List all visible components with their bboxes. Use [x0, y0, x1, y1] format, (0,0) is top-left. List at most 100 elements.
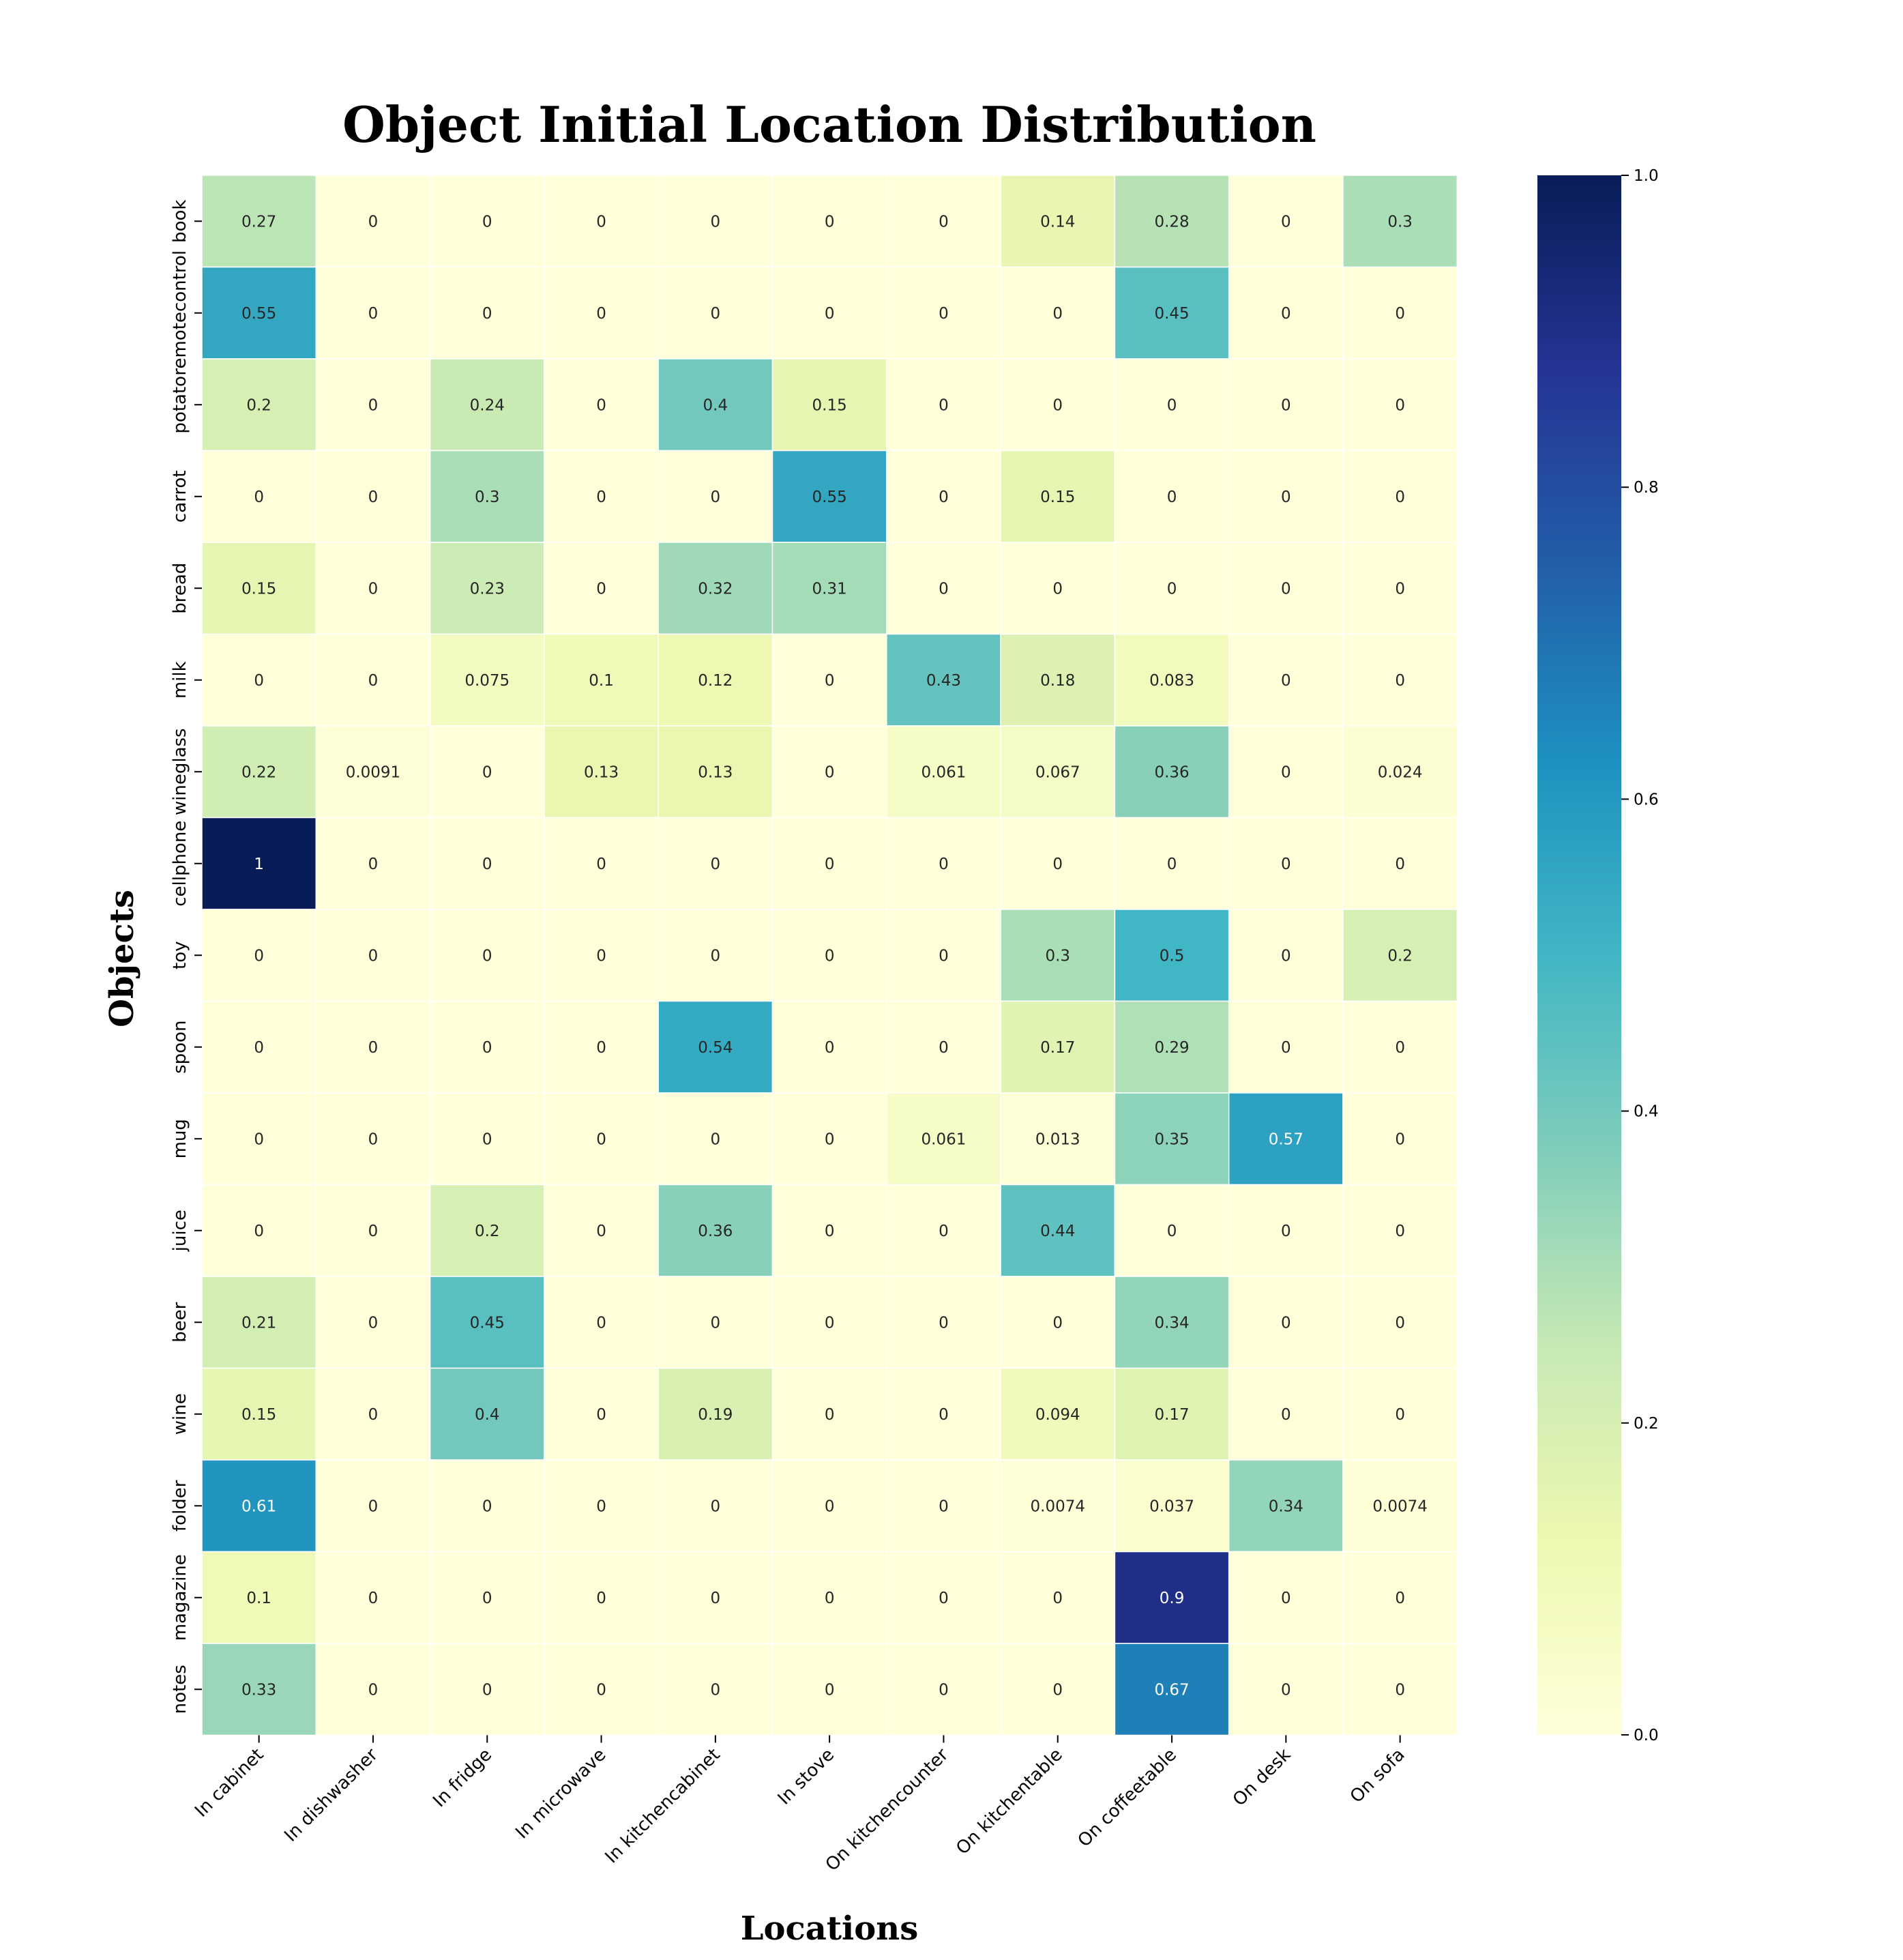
cell-value-label: 0.5	[1160, 947, 1185, 965]
cell-value-label: 0.15	[1040, 488, 1075, 506]
cell-value-label: 0	[825, 1130, 835, 1148]
chart-title: Object Initial Location Distribution	[342, 96, 1316, 153]
y-tick-label: notes	[170, 1665, 190, 1714]
cell-value-label: 0	[711, 488, 721, 506]
heatmap-cell	[658, 1459, 773, 1553]
cell-value-label: 0.33	[241, 1681, 276, 1699]
heatmap-cell	[315, 175, 431, 268]
cell-value-label: 0	[596, 1406, 606, 1424]
colorbar-ticks: 0.0 0.2 0.4 0.6 0.8 1.0	[1621, 167, 1659, 1744]
cell-value-label: 0.24	[470, 396, 505, 414]
y-tick-label: wine	[170, 1393, 190, 1435]
cell-value-label: 0.17	[1154, 1406, 1189, 1424]
heatmap-cell	[1114, 633, 1230, 727]
cell-value-label: 0	[1395, 1681, 1405, 1699]
heatmap-cell	[886, 633, 1001, 727]
cell-value-label: 0	[1281, 672, 1291, 690]
cell-value-label: 0.55	[241, 305, 276, 323]
heatmap-cell	[1228, 1184, 1344, 1277]
heatmap-cell	[544, 725, 659, 819]
heatmap-cell	[201, 817, 317, 910]
cell-value-label: 0	[482, 1681, 492, 1699]
heatmap-cell	[1228, 542, 1344, 635]
heatmap-cell	[658, 1643, 773, 1736]
cell-value-label: 0	[1052, 855, 1063, 873]
cell-value-label: 0	[368, 396, 379, 414]
cell-value-label: 0.67	[1154, 1681, 1189, 1699]
cell-value-label: 0.3	[475, 488, 500, 506]
cell-value-label: 0	[1167, 580, 1177, 598]
cell-value-label: 0.12	[698, 672, 733, 690]
heatmap-cell	[201, 175, 317, 268]
heatmap-cell	[201, 358, 317, 452]
cell-value-label: 0	[596, 1223, 606, 1240]
cell-value-label: 0	[939, 1314, 949, 1332]
cell-value-label: 0	[1052, 1314, 1063, 1332]
cell-value-label: 0.0091	[346, 763, 400, 781]
cell-value-label: 0	[1167, 855, 1177, 873]
heatmap-cell	[429, 266, 545, 360]
heatmap-cell	[886, 725, 1001, 819]
x-tick-label: In cabinet	[191, 1744, 267, 1821]
heatmap-cell	[1342, 1276, 1458, 1369]
heatmap-cell	[1000, 1551, 1116, 1644]
heatmap-cell	[429, 450, 545, 543]
heatmap-cell	[544, 1459, 659, 1553]
heatmap-cell	[886, 542, 1001, 635]
heatmap-cell	[1228, 450, 1344, 543]
heatmap-cell	[544, 1092, 659, 1186]
cell-value-label: 0.54	[698, 1039, 733, 1057]
heatmap-cell	[1114, 542, 1230, 635]
heatmap-cell	[1228, 817, 1344, 910]
cell-value-label: 0	[254, 488, 264, 506]
heatmap-cell	[1228, 175, 1344, 268]
cell-value-label: 0	[596, 396, 606, 414]
heatmap-cell	[658, 542, 773, 635]
cell-value-label: 0	[368, 1039, 379, 1057]
cell-value-label: 0	[825, 1497, 835, 1515]
heatmap-cell	[1114, 817, 1230, 910]
heatmap-cell	[1342, 266, 1458, 360]
cell-value-label: 0	[825, 213, 835, 231]
heatmap-cell	[1342, 725, 1458, 819]
heatmap-cell	[315, 1184, 431, 1277]
heatmap-cell	[315, 542, 431, 635]
heatmap-cell	[315, 817, 431, 910]
heatmap-cell	[1114, 450, 1230, 543]
cell-value-label: 0.4	[703, 396, 728, 414]
y-tick-label: mug	[170, 1119, 190, 1158]
cell-value-label: 0.21	[241, 1314, 276, 1332]
heatmap-cell	[771, 633, 887, 727]
cell-value-label: 0.34	[1269, 1497, 1303, 1515]
cell-value-label: 0	[1395, 855, 1405, 873]
heatmap-cell	[429, 542, 545, 635]
heatmap-cell	[315, 1643, 431, 1736]
heatmap-cell	[886, 1551, 1001, 1644]
heatmap-cell	[1342, 175, 1458, 268]
x-tick-label: On desk	[1229, 1744, 1295, 1810]
cell-value-label: 0	[254, 1130, 264, 1148]
cell-value-label: 0	[596, 213, 606, 231]
cell-value-label: 0	[254, 672, 264, 690]
x-tick-label: In stove	[774, 1744, 838, 1809]
heatmap-cell	[771, 358, 887, 452]
heatmap-cell	[315, 1551, 431, 1644]
cell-value-label: 0	[825, 947, 835, 965]
cell-value-label: 0	[1395, 580, 1405, 598]
heatmap-cell	[1114, 909, 1230, 1002]
cell-value-label: 0	[1395, 1130, 1405, 1148]
heatmap-cell	[1228, 266, 1344, 360]
x-tick-label: On kitchentable	[952, 1744, 1066, 1858]
heatmap-cell	[1342, 1000, 1458, 1094]
cell-value-label: 0	[596, 1130, 606, 1148]
cell-value-label: 0	[939, 947, 949, 965]
cell-value-label: 0	[368, 855, 379, 873]
heatmap-cell	[658, 1367, 773, 1461]
cell-value-label: 0	[596, 488, 606, 506]
cell-value-label: 0.55	[812, 488, 847, 506]
cell-value-label: 0.18	[1040, 672, 1075, 690]
heatmap-cell	[771, 817, 887, 910]
heatmap-cell	[1342, 1092, 1458, 1186]
cell-value-label: 0	[711, 1314, 721, 1332]
colorbar-tick-label: 0.0	[1634, 1727, 1659, 1744]
